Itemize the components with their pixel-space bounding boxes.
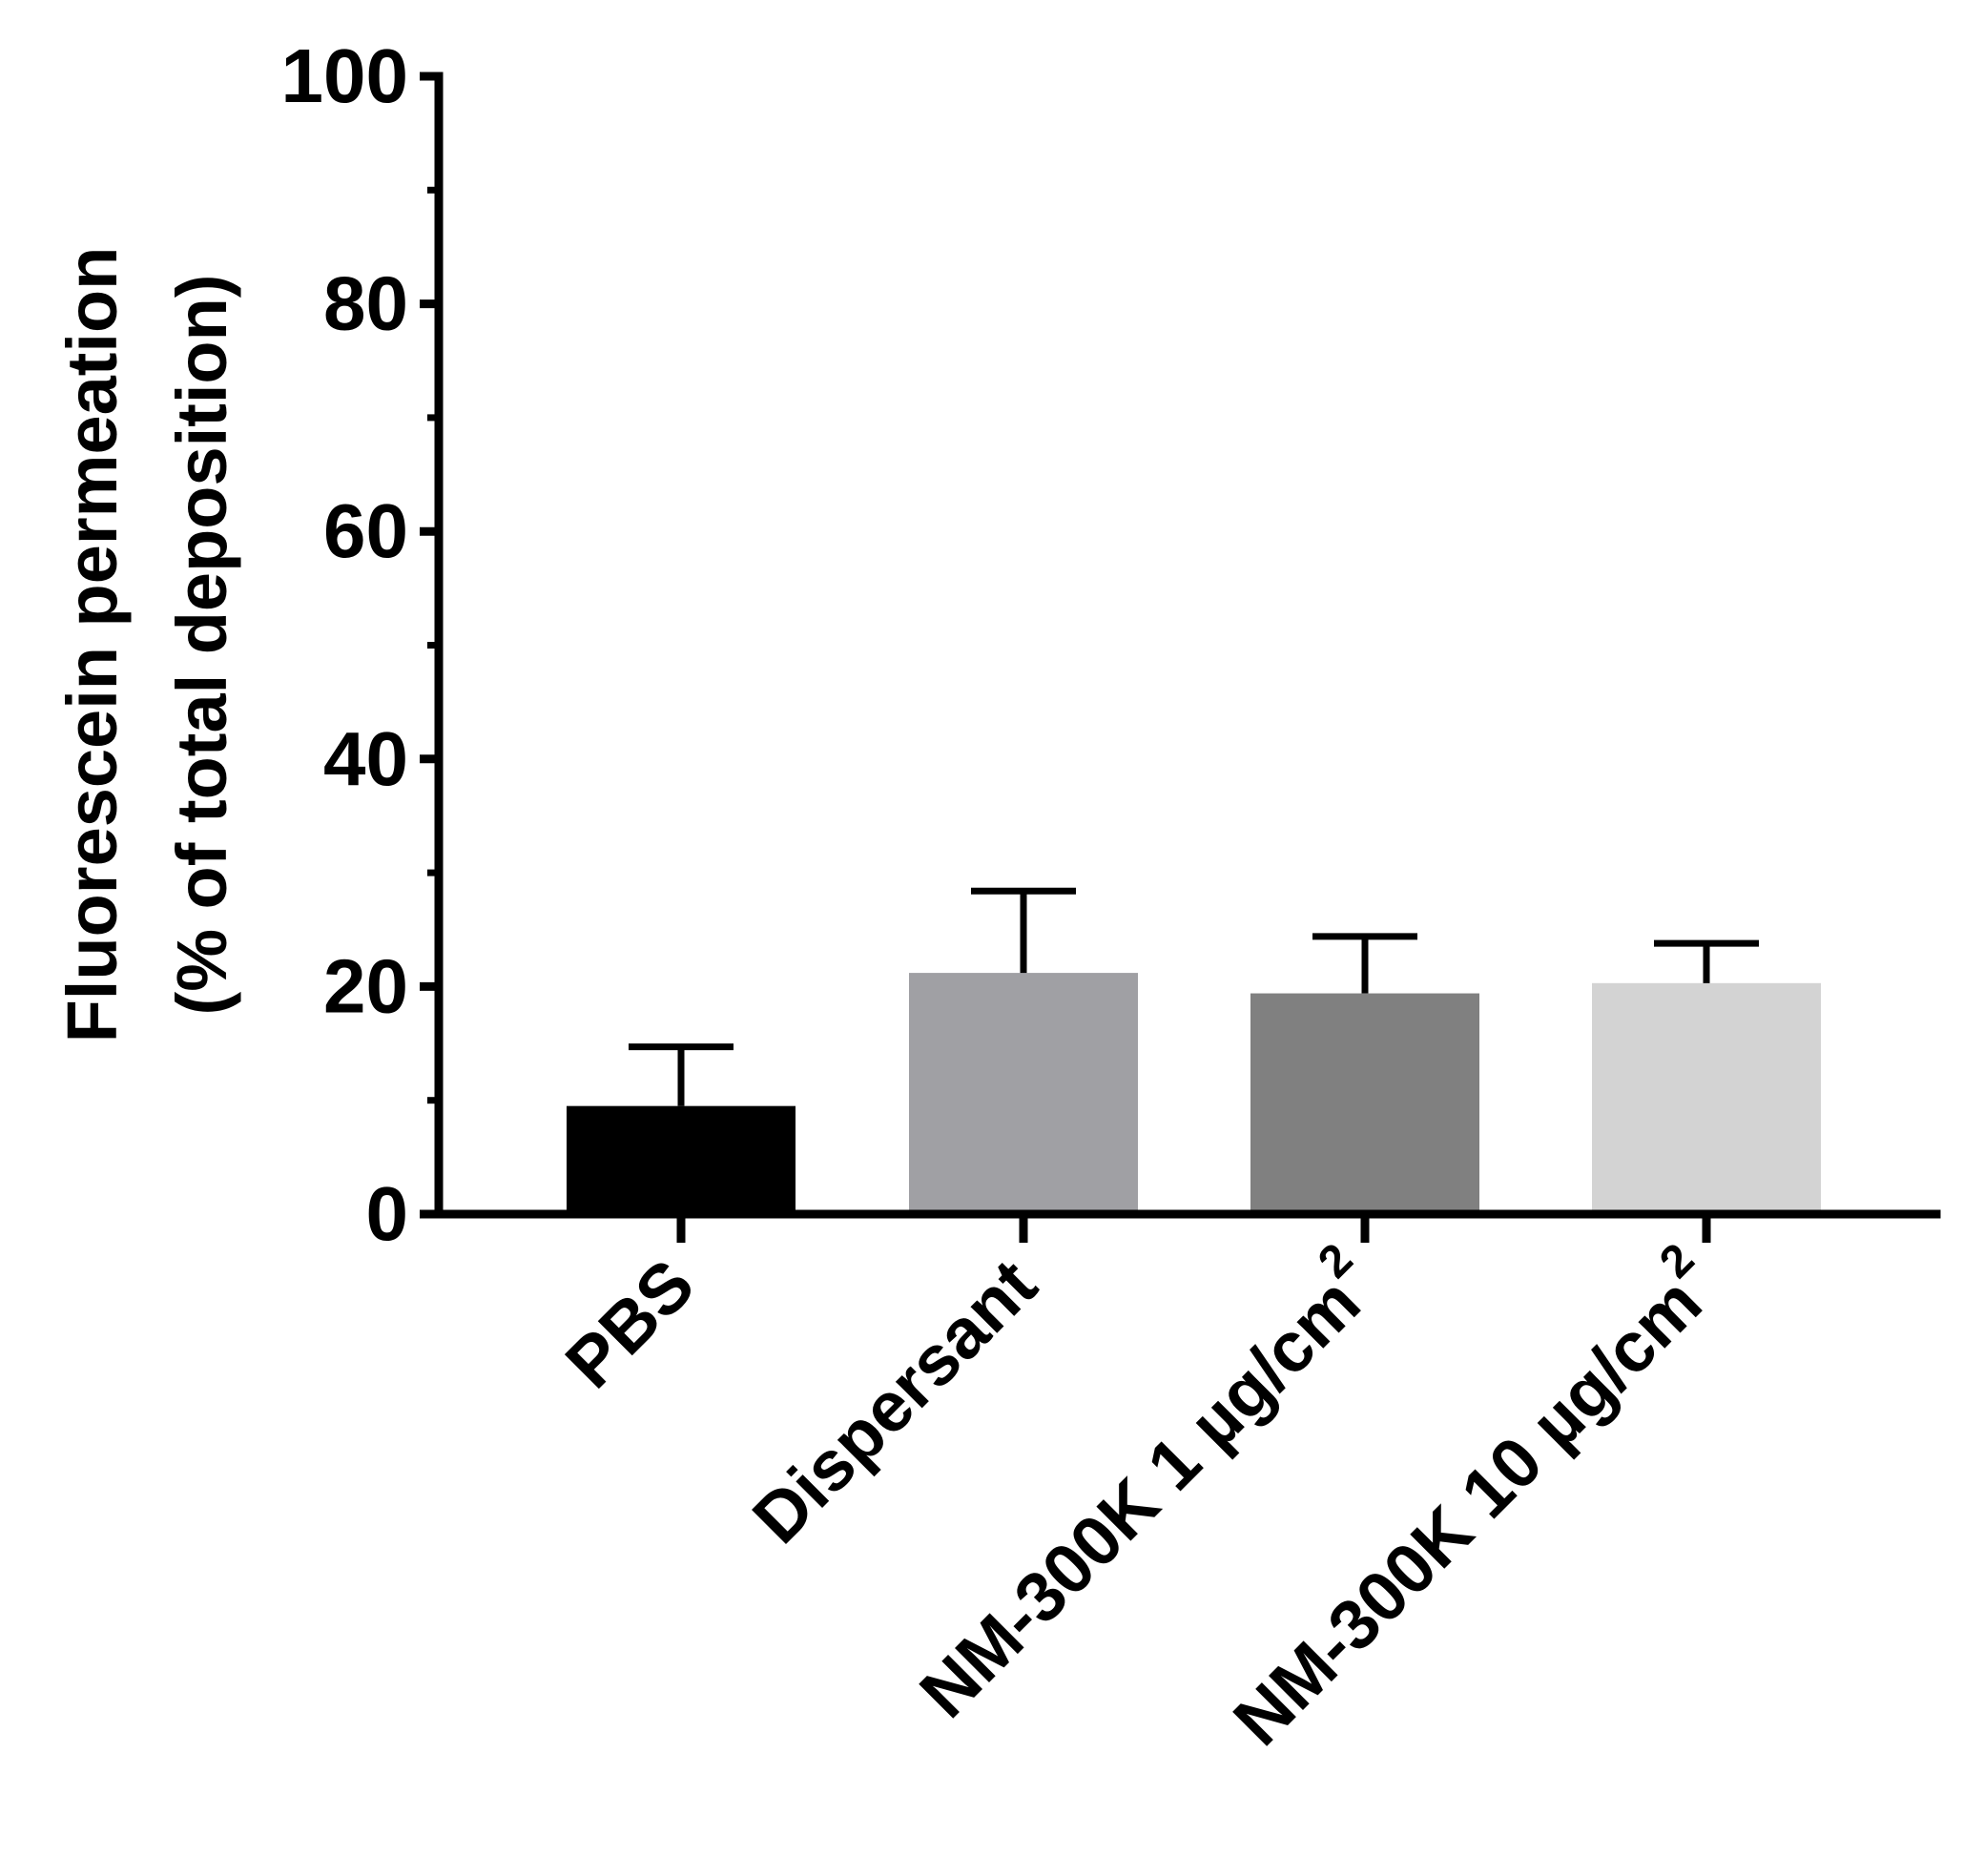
y-axis-title-line-2: (% of total deposition)	[162, 275, 241, 1016]
bar-4	[1592, 982, 1821, 1214]
bar-1	[567, 1105, 796, 1214]
y-tick-label: 100	[281, 33, 408, 118]
bar-2	[909, 973, 1138, 1214]
x-tick-label-2: Dispersant	[737, 1245, 1051, 1558]
y-axis-title: Fluorescein permeation (% of total depos…	[52, 247, 241, 1043]
y-tick-label: 40	[323, 716, 408, 801]
y-tick-label: 0	[366, 1171, 409, 1256]
x-tick-label-text: PBS	[550, 1245, 709, 1403]
y-ticks-layer: 0 20 40 60 80 100	[281, 33, 439, 1256]
bar-3	[1250, 993, 1479, 1214]
y-tick-label: 60	[323, 488, 408, 573]
error-bars-layer	[629, 887, 1759, 1106]
bars-layer	[567, 973, 1821, 1214]
y-tick-label: 20	[323, 943, 408, 1028]
y-axis-title-line-1: Fluorescein permeation	[52, 247, 132, 1043]
x-tick-label-text: Dispersant	[737, 1245, 1051, 1558]
y-tick-label: 80	[323, 261, 408, 346]
x-tick-label-1: PBS	[550, 1245, 709, 1403]
